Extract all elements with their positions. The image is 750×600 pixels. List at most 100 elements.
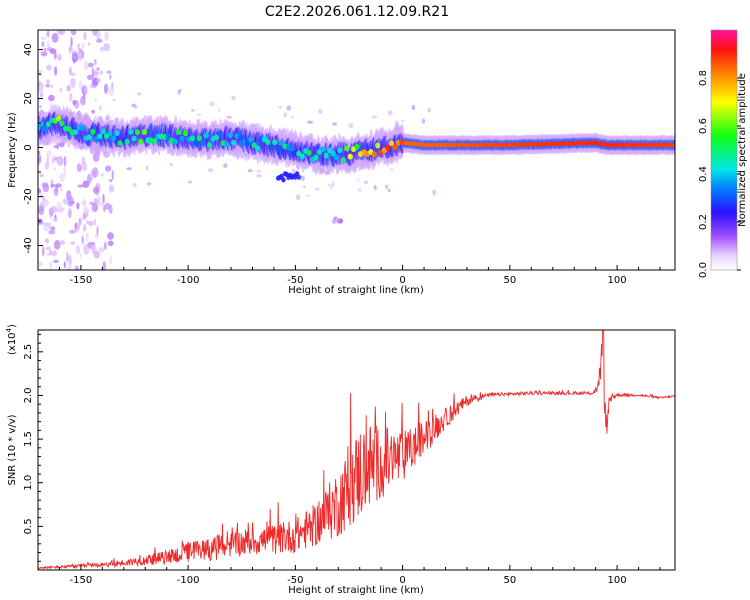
spectrogram-speck [51, 32, 59, 43]
spectrogram-speck [84, 60, 89, 71]
x-tick-label: -150 [70, 575, 93, 586]
spectrogram-speck [94, 98, 97, 103]
spectrogram-speck [105, 165, 112, 172]
spectrogram-speck [45, 246, 51, 251]
spectrogram-cell [344, 145, 350, 152]
spectrogram-speck [48, 230, 56, 235]
spectrogram-speck [53, 167, 56, 171]
spectrogram-speck [178, 89, 182, 92]
spectrogram-speck [70, 241, 76, 245]
spectrogram-speck [145, 165, 149, 171]
spectrogram-speck [70, 72, 76, 77]
spectrogram-speck [68, 254, 72, 265]
spectrogram-speck [66, 85, 71, 92]
spectrogram-speck [62, 198, 69, 205]
spectrogram-cell [306, 149, 312, 156]
spectrogram-speck [77, 184, 84, 188]
spectrogram-speck [86, 220, 89, 224]
spectrogram-speck [96, 225, 99, 236]
spectrogram-speck [92, 70, 100, 76]
spectrogram-speck [112, 98, 116, 101]
spectrogram-speck [50, 226, 56, 231]
spectrogram-cell [203, 132, 209, 139]
spectrogram-speck [327, 183, 330, 187]
spectrogram-speck [296, 194, 301, 201]
spectrogram-speck [387, 110, 393, 116]
spectrogram-speck [44, 47, 47, 53]
spectrogram-speck [83, 224, 87, 232]
y-tick-label: 2.5 [23, 344, 34, 360]
spectrogram-speck [56, 156, 64, 166]
spectrogram-speck [63, 156, 67, 167]
spectrogram-cell [385, 144, 391, 151]
spectrogram-speck [87, 220, 94, 227]
spectrogram-cell [217, 130, 223, 137]
spectrogram-cell [189, 135, 195, 142]
spectrogram-cell [134, 129, 141, 136]
spectrogram-speck [52, 154, 55, 161]
spectrogram-speck [79, 252, 82, 260]
y-tick-label: -40 [23, 237, 34, 253]
spectrogram-cell [337, 147, 343, 154]
spectrogram-speck [38, 188, 42, 194]
spectrogram-speck [104, 30, 109, 41]
spectrogram-speck [92, 186, 100, 194]
spectrogram-speck [93, 198, 98, 208]
spectrogram-speck [69, 229, 76, 234]
spectrogram-speck [81, 42, 85, 49]
spectrogram-speck [49, 249, 52, 256]
colorbar-label: Normalized spectral amplitude [737, 73, 748, 227]
spectrogram-cell [152, 138, 158, 145]
spectrogram-speck [50, 84, 54, 88]
spectrogram-speck [78, 217, 82, 226]
spectrogram-speck [99, 201, 105, 207]
spectrogram-speck [63, 166, 66, 176]
snr-y-ticks: 0.5 1.0 1.5 2.0 2.5 [23, 333, 43, 562]
spectrogram-speck [191, 109, 195, 112]
spectrogram-cell [272, 139, 278, 146]
spectrogram-y-label: Frequency (Hz) [7, 112, 18, 188]
spectrogram-speck [256, 174, 262, 178]
figure-title: C2E2.2026.061.12.09.R21 [265, 4, 449, 20]
spectrogram-speck [283, 112, 287, 118]
spectrogram-speck [223, 163, 228, 169]
spectrogram-cell [320, 146, 326, 153]
spectrogram-speck [40, 92, 43, 98]
spectrogram-speck [83, 31, 87, 41]
spectrogram-speck [99, 104, 102, 111]
snr-y-scale-label: (x104) [5, 324, 18, 355]
snr-frame [37, 329, 676, 571]
spectrogram-speck [79, 79, 83, 91]
spectrogram-speck [100, 46, 104, 52]
colorbar-tick-label: 0.6 [698, 118, 709, 134]
spectrogram-cell [375, 142, 381, 149]
spectrogram-feature [281, 177, 286, 183]
spectrogram-speck [85, 232, 89, 243]
spectrogram-speck [49, 214, 53, 220]
spectrogram-speck [69, 66, 72, 76]
x-tick-label: -50 [287, 575, 303, 586]
spectrogram-speck [72, 99, 77, 106]
spectrogram-speck [132, 183, 137, 187]
spectrogram-speck [52, 218, 58, 222]
spectrogram-speck [40, 51, 48, 57]
spectrogram-cell [42, 125, 48, 132]
spectrogram-speck [38, 261, 43, 267]
spectrogram-speck [107, 232, 114, 240]
spectrogram-cell [347, 153, 353, 160]
spectrogram-cell [165, 133, 171, 140]
x-tick-label: 0 [399, 575, 405, 586]
spectrogram-speck [39, 173, 44, 177]
snr-x-ticks: -150 -100 -50 0 50 100 [37, 565, 661, 586]
spectrogram-speck [50, 183, 56, 188]
y-tick-label: 40 [23, 43, 34, 56]
spectrogram-cell [231, 139, 237, 146]
spectrogram-cell [224, 141, 230, 148]
snr-y-label: SNR (10 * v/v) [7, 414, 18, 485]
spectrogram-cell [179, 135, 185, 142]
spectrogram-cell [237, 134, 244, 141]
spectrogram-speck [70, 77, 76, 88]
spectrogram-speck [41, 41, 45, 48]
spectrogram-speck [291, 168, 296, 174]
